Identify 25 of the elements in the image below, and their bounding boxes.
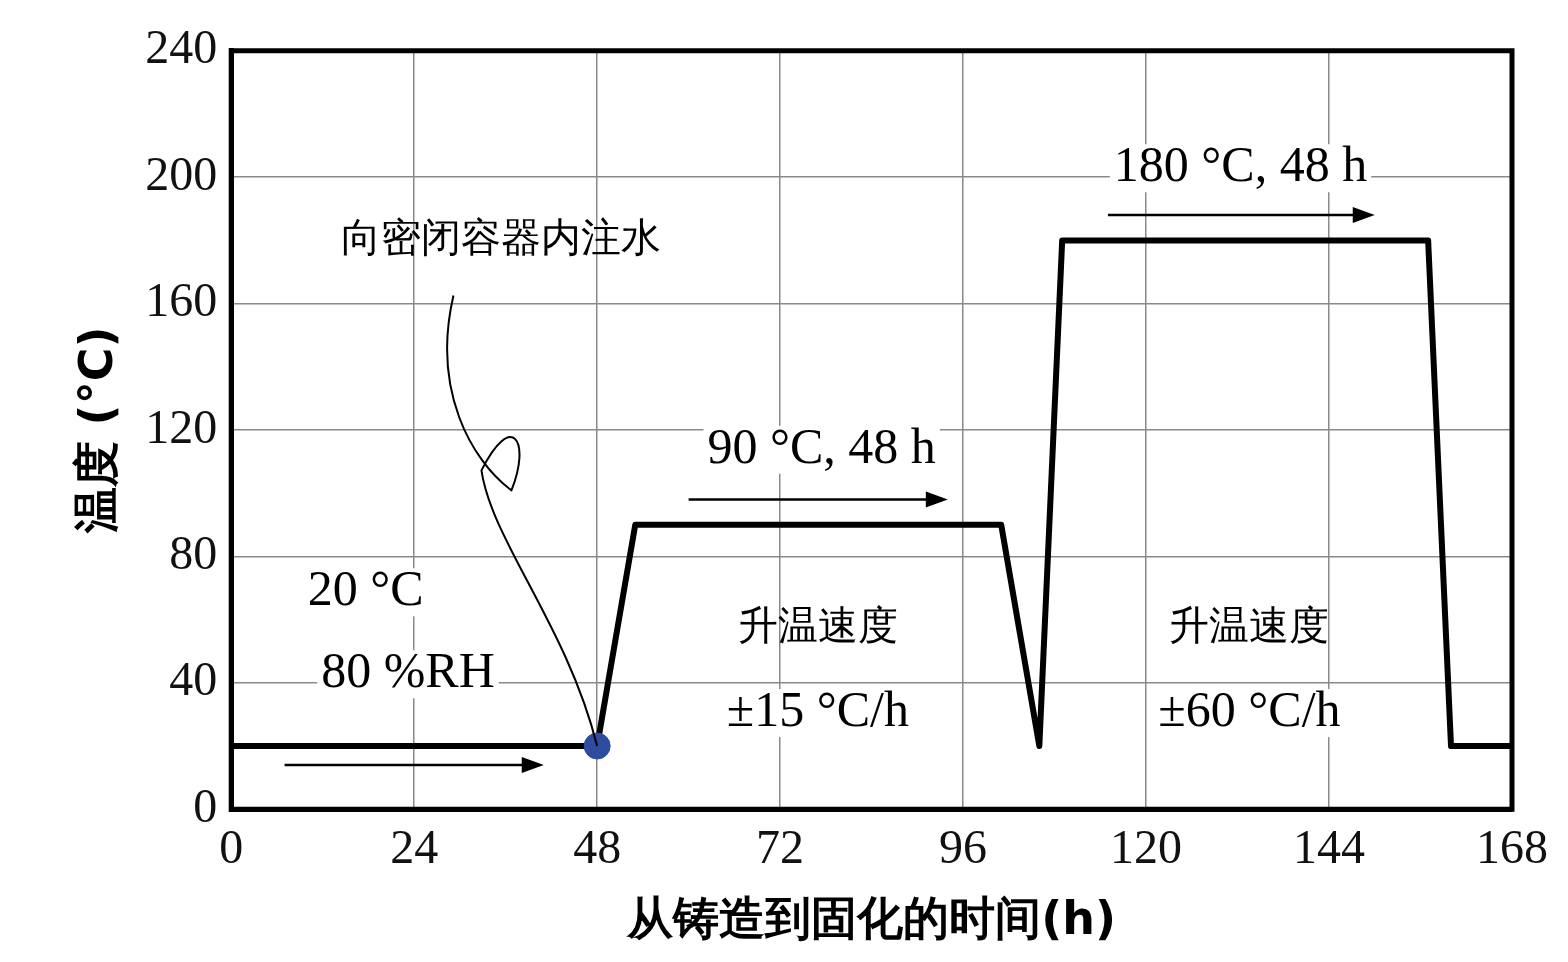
annotation: 向密闭容器内注水 — [341, 213, 662, 260]
y-tick-label: 0 — [193, 778, 218, 832]
x-tick-label: 24 — [390, 819, 439, 873]
y-tick-label: 120 — [145, 399, 218, 453]
y-tick-label: 200 — [145, 146, 218, 200]
annotation: ±60 °C/h — [1158, 681, 1341, 738]
annotation: 升温速度 — [1169, 602, 1330, 649]
annotation: 升温速度 — [737, 602, 898, 649]
y-axis-title: 温度 (°C) — [68, 326, 123, 535]
x-tick-label: 144 — [1293, 819, 1366, 873]
x-tick-label: 72 — [756, 819, 805, 873]
y-tick-label: 80 — [169, 526, 218, 580]
y-tick-label: 40 — [169, 652, 218, 706]
annotation: 80 %RH — [321, 642, 495, 699]
x-tick-label: 168 — [1476, 819, 1548, 873]
annotation: ±15 °C/h — [726, 681, 909, 738]
annotation: 90 °C, 48 h — [707, 417, 936, 474]
annotation: 180 °C, 48 h — [1113, 136, 1368, 193]
x-axis-title: 从铸造到固化的时间(h) — [626, 891, 1116, 946]
x-tick-label: 48 — [573, 819, 622, 873]
y-tick-label: 160 — [145, 273, 218, 327]
x-tick-label: 120 — [1110, 819, 1183, 873]
x-tick-label: 96 — [939, 819, 988, 873]
annotation: 20 °C — [307, 560, 424, 617]
y-tick-label: 240 — [145, 20, 218, 74]
